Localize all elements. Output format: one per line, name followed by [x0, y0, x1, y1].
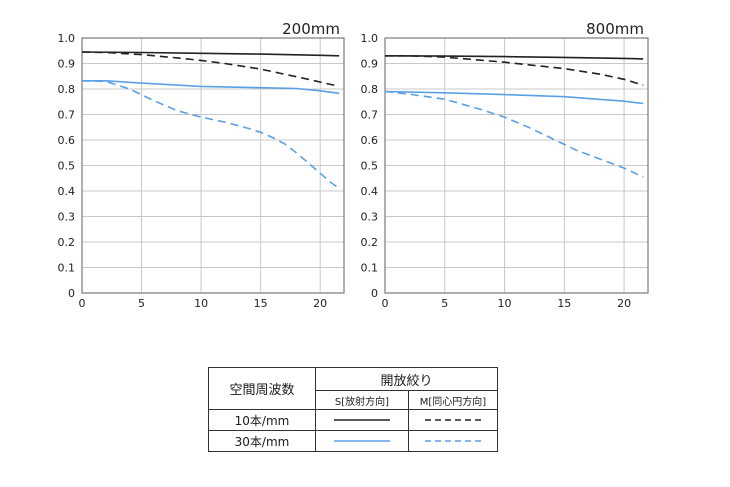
- y-tick-label: 0.8: [58, 83, 76, 96]
- y-tick-label: 0.8: [361, 83, 379, 96]
- y-tick-label: 0.1: [361, 262, 379, 275]
- y-tick-label: 0.2: [361, 236, 379, 249]
- series-line-4: [81, 80, 340, 190]
- y-tick-label: 0.4: [361, 185, 379, 198]
- y-tick-label: 0.5: [58, 160, 76, 173]
- y-tick-label: 0.5: [361, 160, 379, 173]
- mtf-charts: 0 0.1 0.2 0.3 0.4 0.5 0.6 0.7 0.8 0.9 1.0 0 5 10 15 20 2…: [58, 20, 649, 310]
- plot-frame: [81, 37, 345, 294]
- x-tick-label: 15: [254, 297, 268, 310]
- y-tick-label: 0.7: [361, 109, 379, 122]
- y-tick-label: 0.9: [361, 58, 379, 71]
- legend-header-aperture: 開放絞り: [315, 367, 498, 391]
- x-tick-label: 0: [79, 297, 86, 310]
- y-tick-label: 0: [68, 287, 75, 300]
- x-tick-label: 0: [382, 297, 389, 310]
- y-tick-label: 0.3: [361, 211, 379, 224]
- chart-title: 800mm: [586, 20, 644, 38]
- chart-panel-2: 0 0.1 0.2 0.3 0.4 0.5 0.6 0.7 0.8 0.9 1.0 0 5 10 15 20 8…: [361, 20, 649, 310]
- legend-swatch-30-s: [315, 430, 409, 452]
- chart-title: 200mm: [282, 20, 340, 38]
- series-line-4: [384, 90, 644, 178]
- legend-col-meridional: M[同心円方向]: [408, 390, 498, 410]
- y-tick-label: 1.0: [58, 32, 76, 45]
- y-tick-label: 0.6: [361, 134, 379, 147]
- y-tick-label: 0.6: [58, 134, 76, 147]
- y-tick-label: 0.7: [58, 109, 76, 122]
- legend-swatch-10-m: [408, 409, 498, 431]
- legend-swatch-10-s: [315, 409, 409, 431]
- chart-panel-1: 0 0.1 0.2 0.3 0.4 0.5 0.6 0.7 0.8 0.9 1.0 0 5 10 15 20 2…: [58, 20, 345, 310]
- series-line-2: [81, 51, 340, 88]
- y-tick-label: 0.3: [58, 211, 76, 224]
- y-tick-label: 0.2: [58, 236, 76, 249]
- y-tick-label: 0.1: [58, 262, 76, 275]
- plot-frame: [384, 37, 649, 294]
- y-tick-label: 0.4: [58, 185, 76, 198]
- legend-header-frequency: 空間周波数: [208, 367, 316, 410]
- x-tick-label: 20: [617, 297, 631, 310]
- series-line-1: [81, 51, 340, 57]
- legend-row-30lp: 30本/mm: [208, 430, 316, 452]
- y-tick-label: 0.9: [58, 58, 76, 71]
- legend-table: 空間周波数 開放絞り S[放射方向] M[同心円方向] 10本/mm 30本/m…: [208, 367, 498, 452]
- y-tick-label: 0: [371, 287, 378, 300]
- x-tick-label: 20: [313, 297, 327, 310]
- x-tick-label: 10: [498, 297, 512, 310]
- legend-col-sagittal: S[放射方向]: [315, 390, 409, 410]
- x-tick-label: 5: [138, 297, 145, 310]
- legend-row-10lp: 10本/mm: [208, 409, 316, 431]
- legend-swatch-30-m: [408, 430, 498, 452]
- x-tick-label: 15: [557, 297, 571, 310]
- series-line-1: [384, 55, 644, 60]
- series-line-3: [82, 80, 340, 95]
- y-tick-label: 1.0: [361, 32, 379, 45]
- series-line-3: [384, 90, 644, 105]
- x-tick-label: 10: [194, 297, 208, 310]
- x-tick-label: 5: [441, 297, 448, 310]
- series-line-2: [385, 54, 644, 86]
